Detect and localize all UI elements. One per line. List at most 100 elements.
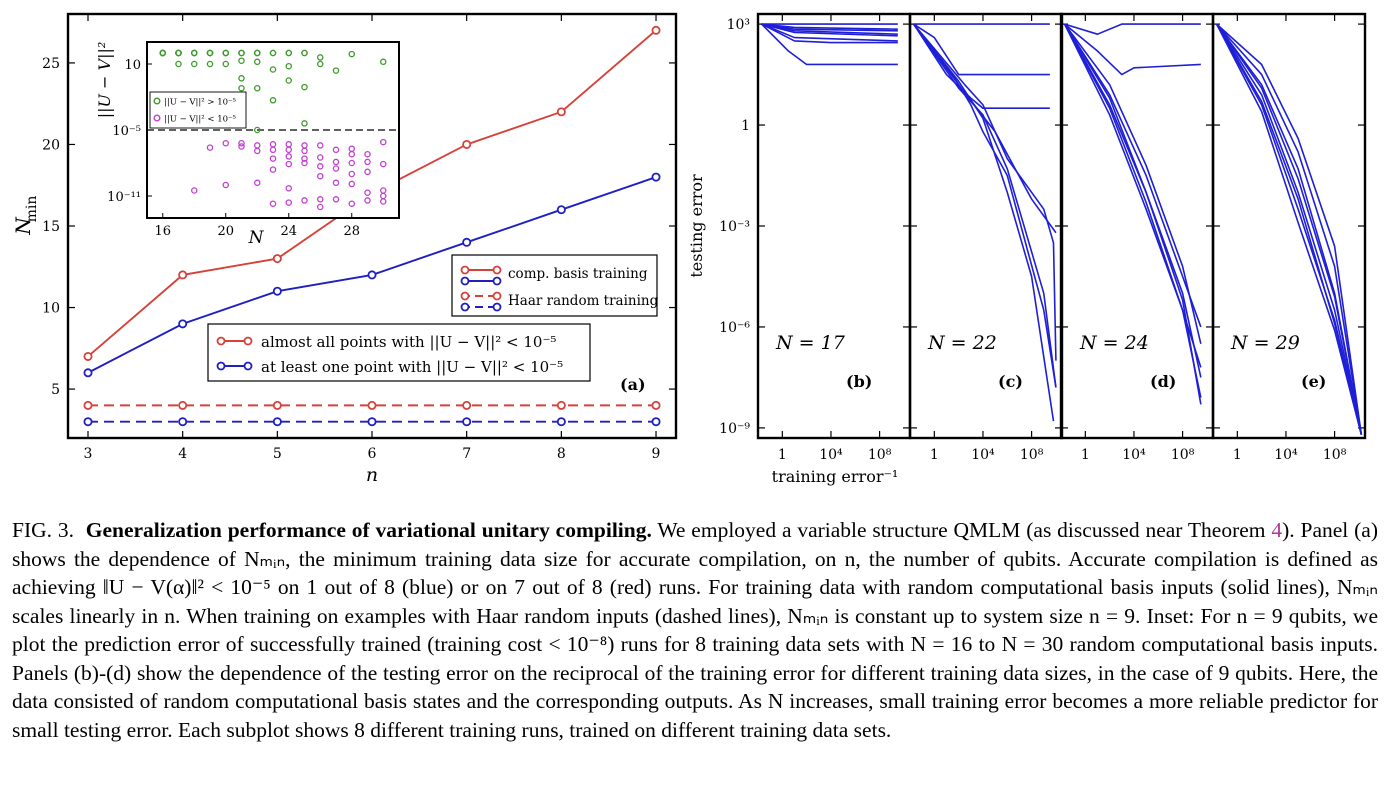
training-run-line: [913, 23, 1050, 76]
y-tick-label: 20: [42, 137, 60, 153]
training-run-line: [912, 23, 1050, 110]
inset-point: [285, 160, 292, 168]
inset-point: [285, 153, 292, 160]
data-point: [367, 270, 377, 280]
x-tick-label: 10⁸: [1323, 447, 1347, 463]
inset-point: [348, 50, 355, 58]
training-run-line: [761, 23, 898, 66]
inset-point: [285, 146, 292, 154]
inset-point: [301, 120, 308, 127]
legend-training-item-1: Haar random training: [508, 293, 659, 309]
inset-point: [159, 49, 166, 57]
caption-label: FIG. 3.: [12, 518, 75, 542]
data-point: [272, 286, 282, 296]
inset-point: [348, 180, 355, 188]
x-tick-label: 10⁴: [819, 447, 843, 463]
inset-point: [301, 159, 308, 167]
training-run-line: [1216, 23, 1363, 435]
training-run-line: [1216, 23, 1363, 435]
data-point: [462, 139, 472, 149]
inset-point: [332, 196, 340, 203]
inset-point: [253, 126, 261, 134]
x-tick-label: 3: [84, 446, 93, 462]
inset-point: [206, 49, 214, 57]
data-point: [83, 351, 93, 361]
training-run-line: [761, 23, 898, 44]
data-point: [272, 254, 282, 264]
training-run-line: [1063, 23, 1202, 368]
data-point: [83, 417, 93, 427]
y-tick-label: 1: [741, 118, 750, 134]
inset-point: [253, 179, 261, 187]
inset-x-tick-label: 20: [217, 224, 234, 239]
inset-point: [269, 97, 277, 104]
panel-a-label: (a): [620, 375, 646, 394]
training-run-line: [1064, 23, 1202, 344]
panel-a-ylabel-sub: min: [24, 196, 40, 223]
y-tick-label: 10: [42, 301, 60, 317]
inset-point: [175, 49, 182, 57]
training-run-line: [913, 23, 1057, 361]
panel-d-label: (d): [1150, 372, 1176, 391]
legend-marker: [492, 265, 502, 275]
theorem-link[interactable]: 4: [1271, 518, 1283, 542]
panel-a: 3 4 5 6 7 8 9 5 10 15 20 25 n N min (a) comp. basis…: [11, 12, 678, 486]
inset-point: [253, 58, 261, 66]
inset-point: [222, 60, 229, 68]
inset-point: [238, 84, 245, 92]
inset-point: [332, 158, 340, 166]
data-point: [462, 417, 472, 427]
inset-point: [316, 203, 324, 211]
x-tick-label: 4: [178, 446, 187, 462]
inset-point: [206, 144, 214, 151]
inset-point: [190, 187, 198, 194]
inset-point: [269, 200, 277, 207]
training-run-line: [1215, 23, 1363, 435]
legend-marker: [216, 336, 226, 346]
inset-point: [269, 66, 277, 73]
panel-frame: [908, 12, 1064, 440]
panels-b-e-series: [761, 23, 1363, 435]
figure-caption: FIG. 3. Generalization performance of va…: [12, 516, 1378, 744]
inset-point: [301, 147, 308, 155]
inset-y-tick-label: 10⁻¹¹: [107, 190, 141, 205]
x-tick-label: 10⁸: [1171, 447, 1195, 463]
inset-point: [348, 150, 355, 158]
panel-b-label: (b): [846, 372, 872, 391]
legend-criteria-box: [207, 323, 591, 382]
inset-legend-item-1: ||U − V||² < 10⁻⁵: [164, 115, 237, 125]
inset-x-tick-label: 24: [280, 224, 297, 239]
inset-point: [253, 147, 261, 155]
inset-ticks: 16 20 24 28 10 10⁻⁵ 10⁻¹¹: [107, 58, 399, 239]
inset-point: [332, 179, 340, 187]
data-point: [83, 368, 93, 378]
inset-point: [316, 60, 324, 68]
inset-legend-item-0: ||U − V||² > 10⁻⁵: [164, 98, 237, 108]
inset-point: [301, 83, 308, 91]
legend-marker: [460, 302, 470, 312]
inset: 16 20 24 28 10 10⁻⁵ 10⁻¹¹ ||U − V||² > 10⁻⁵ ||…: [95, 41, 400, 248]
data-point: [178, 270, 188, 280]
caption-text-2: ). Panel (a) shows the dependence of Nₘᵢ…: [12, 518, 1379, 742]
training-run-line: [1063, 23, 1202, 378]
legend-marker: [460, 276, 470, 286]
inset-point: [238, 49, 245, 57]
inset-point: [285, 49, 292, 57]
panel-a-ticks: 3 4 5 6 7 8 9 5 10 15 20 25: [42, 14, 676, 462]
inset-legend-marker: [153, 114, 161, 122]
panel-frame: [756, 12, 912, 440]
legend-criteria: almost all points with ||U − V||² < 10⁻⁵…: [207, 323, 591, 382]
panel-e-n-label: N = 29: [1230, 332, 1300, 354]
inset-point: [175, 60, 182, 68]
inset-point: [364, 189, 371, 196]
y-tick-label: 10⁻³: [719, 219, 750, 235]
data-point: [272, 417, 282, 427]
inset-point: [332, 67, 340, 74]
inset-point: [379, 160, 387, 168]
panels-b-e-frames: 10³ 1 10⁻³ 10⁻⁶ 10⁻⁹ 1 10⁴ 10⁸ 1 10⁴ 10⁸ 1 10⁴ 10⁸ 1 10…: [719, 12, 1367, 463]
training-run-line: [1064, 23, 1201, 76]
inset-point: [238, 139, 245, 147]
inset-point: [190, 49, 198, 57]
y-tick-label: 10⁻⁶: [719, 320, 750, 336]
x-tick-label: 10⁴: [1122, 447, 1146, 463]
